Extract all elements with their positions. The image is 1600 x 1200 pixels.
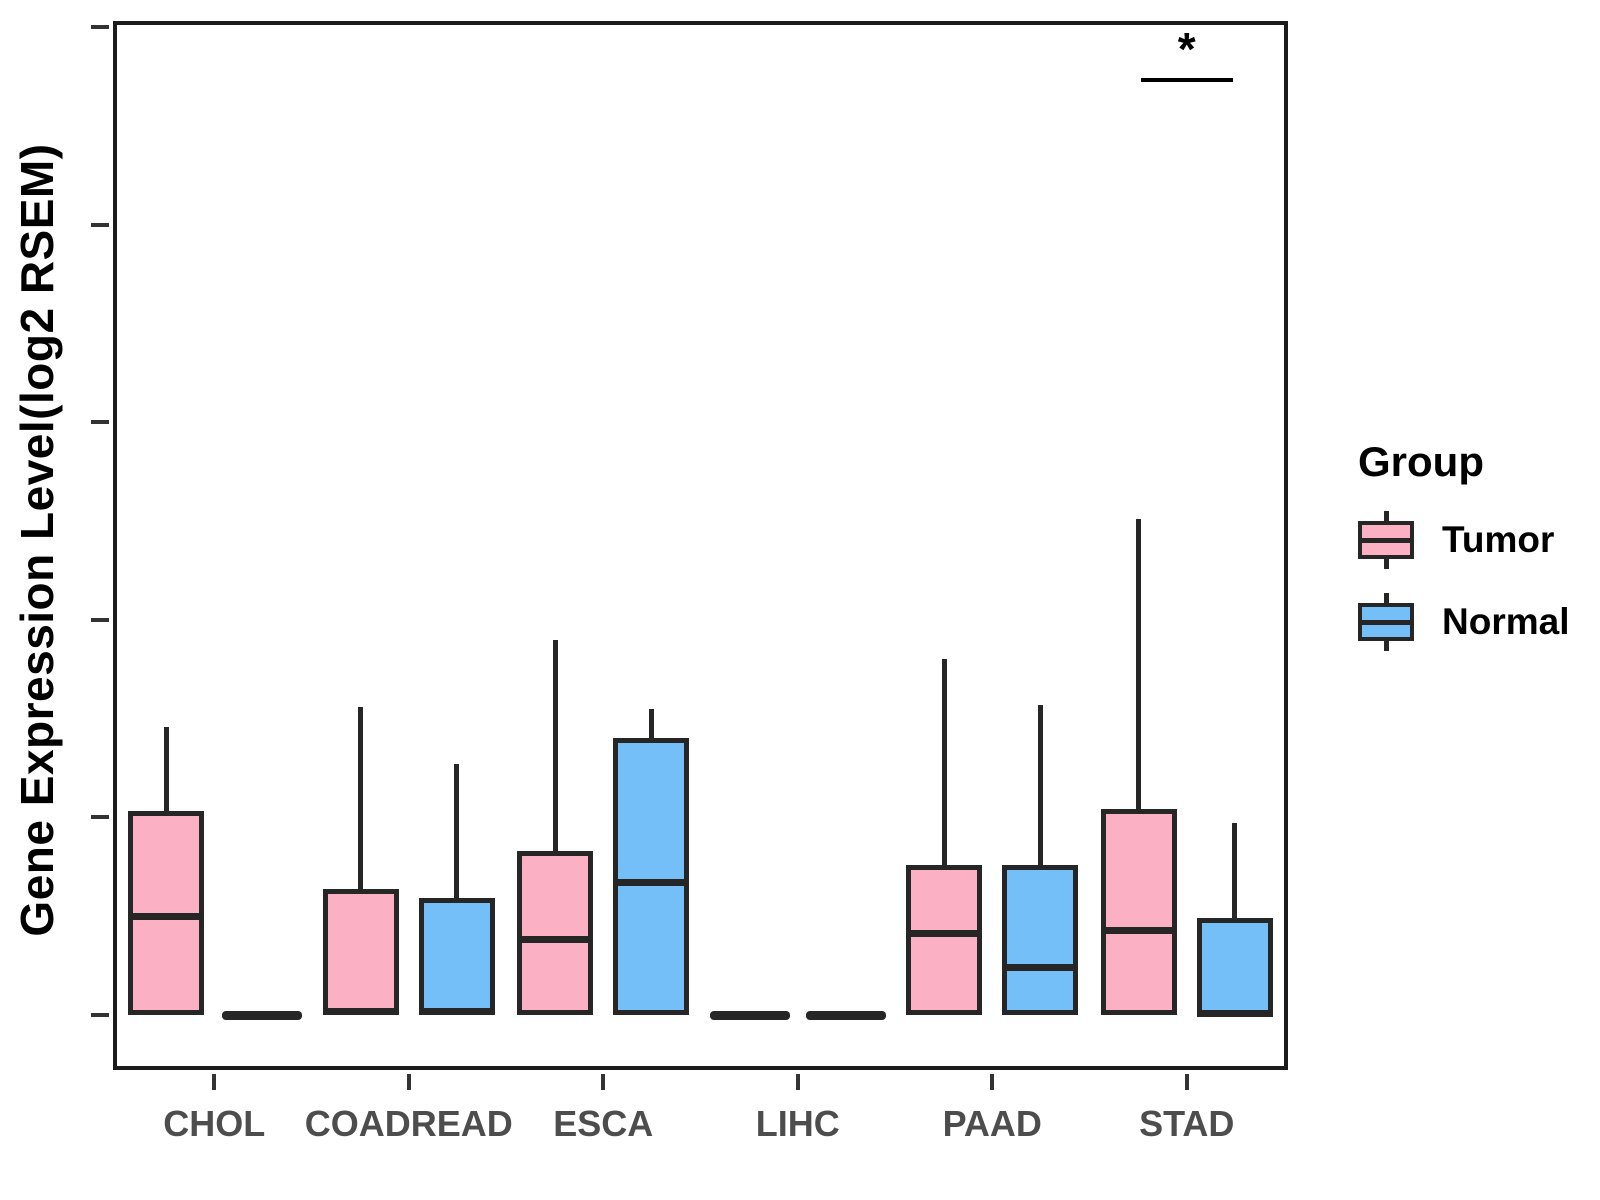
y-axis-tick — [91, 25, 109, 29]
x-axis-tick-label-lihc: LIHC — [755, 1103, 840, 1144]
legend-label-normal: Normal — [1442, 601, 1570, 642]
legend-key-normal: Normal — [1358, 592, 1592, 652]
glyph-median — [1358, 620, 1414, 625]
y-axis-tick — [91, 1013, 109, 1017]
y-axis-tick — [91, 815, 109, 820]
boxplot-glyph-icon — [1358, 511, 1414, 569]
glyph-median — [1358, 538, 1414, 543]
x-axis-tick-label-paad: PAAD — [942, 1103, 1042, 1144]
x-axis-tick — [212, 1074, 217, 1090]
legend: Group Tumor Normal — [1322, 438, 1592, 674]
legend-title: Group — [1358, 438, 1484, 485]
x-axis-tick — [406, 1074, 411, 1090]
boxplot-glyph-icon — [1358, 593, 1414, 651]
x-axis-tick — [601, 1074, 606, 1090]
x-axis-tick — [795, 1074, 800, 1090]
y-axis-title: Gene Expression Level(log2 RSEM) — [11, 143, 63, 937]
x-axis-tick-label-coadread: COADREAD — [304, 1103, 513, 1144]
x-axis-tick — [1184, 1074, 1189, 1090]
x-axis-tick-label-chol: CHOL — [163, 1103, 266, 1144]
plot-panel — [113, 21, 1288, 1070]
y-axis-tick — [91, 222, 109, 227]
legend-label-tumor: Tumor — [1442, 519, 1555, 560]
x-axis-tick — [990, 1074, 995, 1090]
y-axis-tick — [91, 617, 109, 622]
x-axis-tick-label-esca: ESCA — [553, 1103, 654, 1144]
y-axis-tick — [91, 420, 109, 425]
legend-key-tumor: Tumor — [1358, 510, 1592, 570]
x-axis-tick-label-stad: STAD — [1139, 1103, 1235, 1144]
